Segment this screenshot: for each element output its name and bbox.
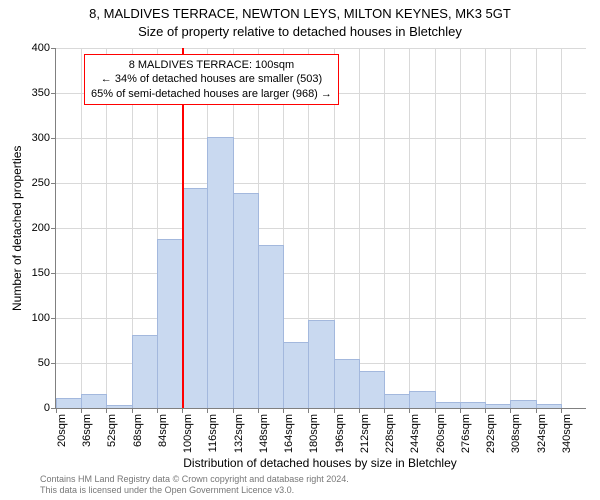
xtick-mark <box>460 408 461 413</box>
xtick-label: 116sqm <box>207 414 219 452</box>
ytick-label: 100 <box>32 312 56 324</box>
histogram-bar <box>81 394 107 409</box>
histogram-bar <box>536 404 562 408</box>
chart-title: 8, MALDIVES TERRACE, NEWTON LEYS, MILTON… <box>0 6 600 21</box>
xtick-label: 340sqm <box>561 414 573 453</box>
histogram-bar <box>106 405 132 408</box>
histogram-bar <box>359 371 385 408</box>
xtick-mark <box>359 408 360 413</box>
ytick-label: 300 <box>32 132 56 144</box>
gridline-v <box>359 48 360 408</box>
xtick-mark <box>409 408 410 413</box>
xtick-label: 132sqm <box>233 414 245 453</box>
footer-line-1: Contains HM Land Registry data © Crown c… <box>40 474 349 485</box>
xtick-mark <box>283 408 284 413</box>
xtick-label: 212sqm <box>359 414 371 453</box>
gridline-h <box>56 228 586 229</box>
ytick-label: 50 <box>38 357 56 369</box>
gridline-v <box>409 48 410 408</box>
annotation-line: 8 MALDIVES TERRACE: 100sqm <box>91 58 332 72</box>
histogram-bar <box>485 404 511 408</box>
xtick-label: 228sqm <box>384 414 396 453</box>
ytick-label: 350 <box>32 87 56 99</box>
xtick-label: 324sqm <box>536 414 548 453</box>
histogram-bar <box>384 394 410 409</box>
xtick-mark <box>106 408 107 413</box>
xtick-mark <box>81 408 82 413</box>
xtick-label: 180sqm <box>308 414 320 453</box>
annotation-line: 65% of semi-detached houses are larger (… <box>91 87 332 101</box>
gridline-h <box>56 273 586 274</box>
footer-line-2: This data is licensed under the Open Gov… <box>40 485 349 496</box>
footer-attribution: Contains HM Land Registry data © Crown c… <box>40 474 349 496</box>
xtick-mark <box>56 408 57 413</box>
gridline-v <box>460 48 461 408</box>
histogram-bar <box>56 398 82 408</box>
gridline-v <box>536 48 537 408</box>
gridline-v <box>435 48 436 408</box>
xtick-label: 20sqm <box>56 414 68 447</box>
xtick-label: 36sqm <box>81 414 93 447</box>
histogram-bar <box>157 239 183 408</box>
chart-subtitle: Size of property relative to detached ho… <box>0 24 600 39</box>
xtick-label: 84sqm <box>157 414 169 447</box>
xtick-label: 260sqm <box>435 414 447 453</box>
annotation-box: 8 MALDIVES TERRACE: 100sqm← 34% of detac… <box>84 54 339 105</box>
xtick-mark <box>485 408 486 413</box>
xtick-mark <box>510 408 511 413</box>
gridline-h <box>56 48 586 49</box>
gridline-h <box>56 183 586 184</box>
ytick-label: 400 <box>32 42 56 54</box>
xtick-mark <box>308 408 309 413</box>
xtick-mark <box>233 408 234 413</box>
ytick-label: 250 <box>32 177 56 189</box>
xtick-mark <box>334 408 335 413</box>
x-axis-label: Distribution of detached houses by size … <box>55 456 585 470</box>
y-axis-label: Number of detached properties <box>10 48 24 408</box>
histogram-bar <box>233 193 259 408</box>
xtick-mark <box>435 408 436 413</box>
histogram-bar <box>258 245 284 408</box>
histogram-bar <box>308 320 334 408</box>
xtick-mark <box>132 408 133 413</box>
xtick-label: 68sqm <box>132 414 144 447</box>
xtick-mark <box>536 408 537 413</box>
plot-area: 05010015020025030035040020sqm36sqm52sqm6… <box>55 48 586 409</box>
annotation-line: ← 34% of detached houses are smaller (50… <box>91 72 332 86</box>
xtick-label: 148sqm <box>258 414 270 453</box>
ytick-label: 200 <box>32 222 56 234</box>
xtick-label: 196sqm <box>334 414 346 453</box>
xtick-label: 308sqm <box>510 414 522 453</box>
histogram-bar <box>283 342 309 408</box>
histogram-bar <box>132 335 158 408</box>
gridline-v <box>510 48 511 408</box>
histogram-bar <box>334 359 360 408</box>
xtick-mark <box>157 408 158 413</box>
histogram-bar <box>460 402 486 408</box>
xtick-mark <box>384 408 385 413</box>
xtick-label: 100sqm <box>182 414 194 453</box>
histogram-bar <box>182 188 208 408</box>
gridline-v <box>561 48 562 408</box>
xtick-mark <box>207 408 208 413</box>
xtick-label: 164sqm <box>283 414 295 453</box>
gridline-v <box>81 48 82 408</box>
xtick-mark <box>182 408 183 413</box>
xtick-label: 244sqm <box>409 414 421 453</box>
gridline-v <box>485 48 486 408</box>
ytick-label: 150 <box>32 267 56 279</box>
histogram-bar <box>409 391 435 408</box>
histogram-bar <box>510 400 536 408</box>
gridline-h <box>56 138 586 139</box>
xtick-label: 292sqm <box>485 414 497 453</box>
xtick-label: 52sqm <box>106 414 118 447</box>
xtick-label: 276sqm <box>460 414 472 453</box>
xtick-mark <box>561 408 562 413</box>
histogram-bar <box>435 402 461 408</box>
ytick-label: 0 <box>44 402 56 414</box>
gridline-v <box>384 48 385 408</box>
xtick-mark <box>258 408 259 413</box>
histogram-bar <box>207 137 233 408</box>
